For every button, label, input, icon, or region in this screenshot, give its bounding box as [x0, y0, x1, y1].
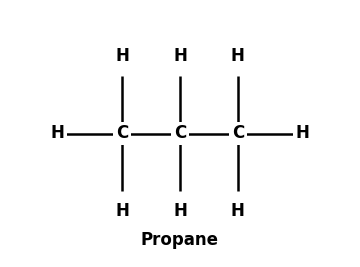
Text: H: H	[231, 202, 245, 221]
Text: C: C	[116, 124, 128, 143]
Text: C: C	[174, 124, 186, 143]
Text: H: H	[173, 46, 187, 65]
Text: H: H	[173, 202, 187, 221]
Text: H: H	[231, 46, 245, 65]
Text: C: C	[232, 124, 244, 143]
Text: H: H	[115, 202, 129, 221]
Text: Propane: Propane	[141, 231, 219, 249]
Text: H: H	[115, 46, 129, 65]
Text: H: H	[296, 124, 310, 143]
Text: H: H	[50, 124, 64, 143]
